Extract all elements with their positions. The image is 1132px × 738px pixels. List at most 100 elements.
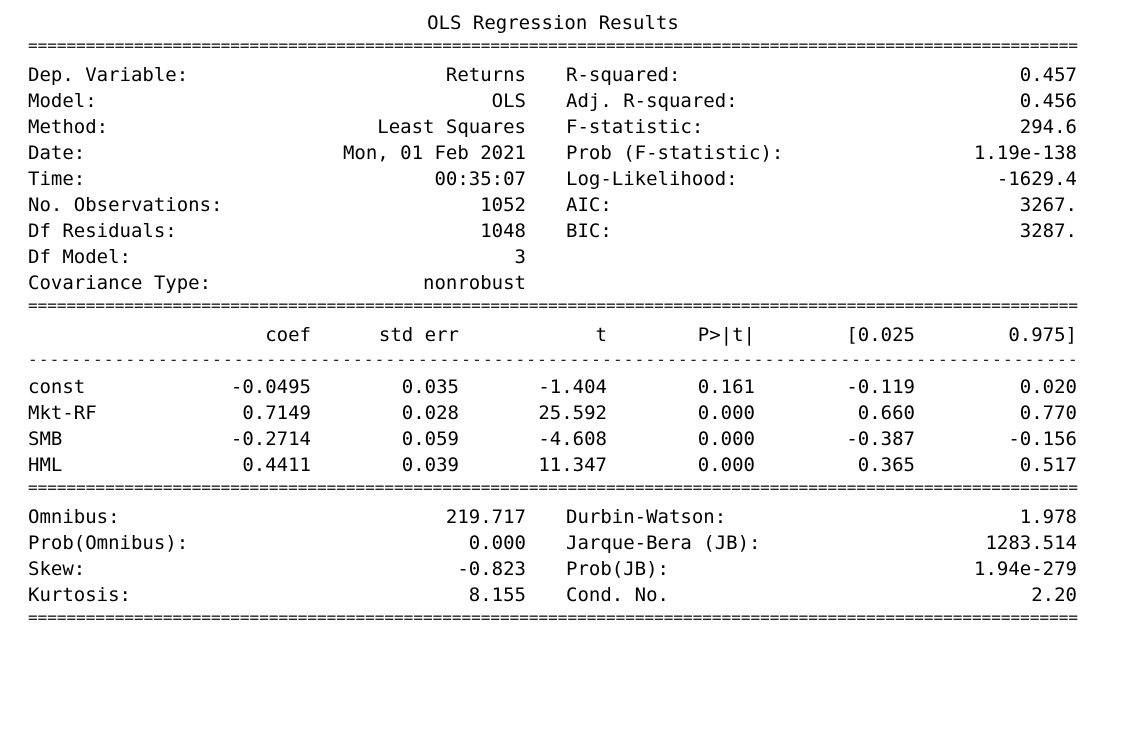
table-row: Mkt-RF 0.7149 0.028 25.592 0.000 0.660 0…	[28, 400, 1078, 426]
table-cell: -0.0495	[230, 376, 311, 398]
table-cell: 0.059	[401, 428, 459, 450]
diagnostics-value: 219.717	[445, 506, 526, 528]
summary-value: Returns	[445, 64, 526, 86]
column-header-std-err: std err	[378, 324, 459, 346]
summary-label: Time:	[28, 168, 86, 190]
summary-label: R-squared:	[566, 64, 681, 86]
summary-label: Method:	[28, 116, 109, 138]
table-cell: 0.660	[857, 402, 915, 424]
summary-label: Model:	[28, 90, 97, 112]
diagnostics-label: Prob(Omnibus):	[28, 532, 189, 554]
table-cell: 0.000	[697, 402, 755, 424]
summary-label: Df Model:	[28, 246, 131, 268]
diagnostics-value: 1.94e-279	[974, 558, 1077, 580]
table-cell: 0.000	[697, 454, 755, 476]
table-cell: 0.365	[857, 454, 915, 476]
summary-value: 1.19e-138	[974, 142, 1077, 164]
table-cell: 0.161	[697, 376, 755, 398]
table-cell: -1.404	[538, 376, 607, 398]
summary-value: 1052	[480, 194, 526, 216]
double-rule: ========================================…	[28, 302, 1078, 310]
summary-value: 1048	[480, 220, 526, 242]
summary-row: Method: Least Squares F-statistic: 294.6	[28, 114, 1078, 140]
summary-label: Covariance Type:	[28, 272, 212, 294]
diagnostics-label: Kurtosis:	[28, 584, 131, 606]
summary-value: 3287.	[1019, 220, 1077, 242]
double-rule: ========================================…	[28, 42, 1078, 50]
table-cell: 0.517	[1019, 454, 1077, 476]
column-header-ci-high: 0.975]	[1008, 324, 1077, 346]
table-cell: 0.7149	[242, 402, 311, 424]
summary-label: Prob (F-statistic):	[566, 142, 784, 164]
diagnostics-value: -0.823	[457, 558, 526, 580]
table-cell: -0.387	[846, 428, 915, 450]
summary-label: Df Residuals:	[28, 220, 177, 242]
summary-value: 00:35:07	[434, 168, 526, 190]
summary-label: AIC:	[566, 194, 612, 216]
table-cell: 0.039	[401, 454, 459, 476]
variable-name: const	[28, 376, 86, 398]
summary-value: 3267.	[1019, 194, 1077, 216]
summary-label: F-statistic:	[566, 116, 704, 138]
table-cell: 0.4411	[242, 454, 311, 476]
variable-name: SMB	[28, 428, 63, 450]
diagnostics-value: 1.978	[1019, 506, 1077, 528]
summary-label: Date:	[28, 142, 86, 164]
table-row: SMB -0.2714 0.059 -4.608 0.000 -0.387 -0…	[28, 426, 1078, 452]
table-cell: 0.035	[401, 376, 459, 398]
summary-value: 3	[514, 246, 526, 268]
summary-row: No. Observations: 1052 AIC: 3267.	[28, 192, 1078, 218]
table-cell: -4.608	[538, 428, 607, 450]
summary-value: 294.6	[1019, 116, 1077, 138]
summary-label: BIC:	[566, 220, 612, 242]
table-row: const -0.0495 0.035 -1.404 0.161 -0.119 …	[28, 374, 1078, 400]
table-cell: 25.592	[538, 402, 607, 424]
diagnostics-value: 8.155	[468, 584, 526, 606]
summary-row: Covariance Type: nonrobust	[28, 270, 1078, 296]
summary-value: OLS	[491, 90, 526, 112]
table-cell: -0.156	[1008, 428, 1077, 450]
ols-regression-results: OLS Regression Results =================…	[28, 0, 1078, 644]
summary-row: Df Residuals: 1048 BIC: 3287.	[28, 218, 1078, 244]
diagnostics-row: Kurtosis: 8.155 Cond. No. 2.20	[28, 582, 1078, 608]
summary-value: 0.457	[1019, 64, 1077, 86]
double-rule: ========================================…	[28, 614, 1078, 622]
summary-label: Dep. Variable:	[28, 64, 189, 86]
diagnostics-row: Omnibus: 219.717 Durbin-Watson: 1.978	[28, 504, 1078, 530]
summary-value: Mon, 01 Feb 2021	[342, 142, 526, 164]
summary-row: Model: OLS Adj. R-squared: 0.456	[28, 88, 1078, 114]
diagnostics-label: Cond. No.	[566, 584, 669, 606]
column-header-t: t	[595, 324, 607, 346]
summary-label: Log-Likelihood:	[566, 168, 738, 190]
diagnostics-label: Durbin-Watson:	[566, 506, 727, 528]
table-cell: 0.770	[1019, 402, 1077, 424]
diagnostics-label: Skew:	[28, 558, 86, 580]
table-row: HML 0.4411 0.039 11.347 0.000 0.365 0.51…	[28, 452, 1078, 478]
diagnostics-label: Prob(JB):	[566, 558, 669, 580]
diagnostics-row: Prob(Omnibus): 0.000 Jarque-Bera (JB): 1…	[28, 530, 1078, 556]
summary-value: 0.456	[1019, 90, 1077, 112]
summary-value: nonrobust	[423, 272, 526, 294]
column-header-coef: coef	[265, 324, 311, 346]
summary-row: Time: 00:35:07 Log-Likelihood: -1629.4	[28, 166, 1078, 192]
summary-row: Df Model: 3	[28, 244, 1078, 270]
summary-label: No. Observations:	[28, 194, 223, 216]
column-header-ci-low: [0.025	[846, 324, 915, 346]
diagnostics-row: Skew: -0.823 Prob(JB): 1.94e-279	[28, 556, 1078, 582]
summary-row: Dep. Variable: Returns R-squared: 0.457	[28, 62, 1078, 88]
table-cell: 0.000	[697, 428, 755, 450]
summary-label: Adj. R-squared:	[566, 90, 738, 112]
diagnostics-label: Omnibus:	[28, 506, 120, 528]
variable-name: Mkt-RF	[28, 402, 97, 424]
table-cell: 0.028	[401, 402, 459, 424]
double-rule: ========================================…	[28, 484, 1078, 492]
variable-name: HML	[28, 454, 63, 476]
summary-value: Least Squares	[377, 116, 526, 138]
single-rule: ----------------------------------------…	[28, 357, 1078, 365]
diagnostics-value: 1283.514	[985, 532, 1077, 554]
diagnostics-value: 0.000	[468, 532, 526, 554]
column-header-p: P>|t|	[697, 324, 755, 346]
table-cell: 11.347	[538, 454, 607, 476]
summary-value: -1629.4	[996, 168, 1077, 190]
summary-row: Date: Mon, 01 Feb 2021 Prob (F-statistic…	[28, 140, 1078, 166]
